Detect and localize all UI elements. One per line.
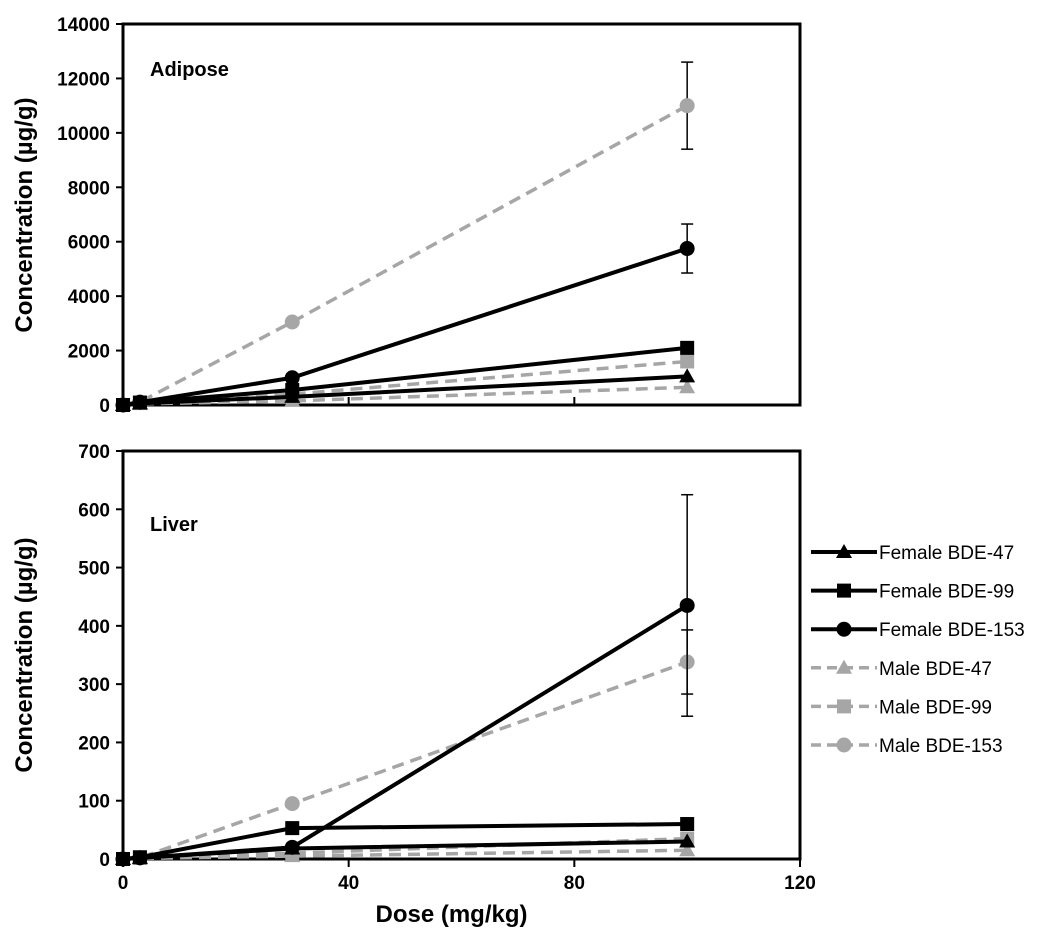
liver-panel: 0 100 200 300 400 500 600 700 0 40 80 120 Concentrat… bbox=[11, 442, 816, 928]
panel-label: Liver bbox=[150, 514, 198, 536]
legend-label: Female BDE-153 bbox=[879, 620, 1025, 641]
legend: Female BDE-47 Female BDE-99 Female BDE-153… bbox=[811, 543, 1025, 757]
legend-marker bbox=[836, 659, 852, 674]
data-point bbox=[284, 314, 300, 330]
panel-label: Adipose bbox=[150, 59, 229, 81]
data-point bbox=[284, 796, 300, 812]
y-tick-label: 300 bbox=[78, 675, 110, 696]
legend-marker bbox=[837, 699, 851, 714]
legend-marker bbox=[837, 583, 851, 598]
y-tick-label: 200 bbox=[78, 733, 110, 754]
data-point bbox=[132, 394, 148, 410]
y-tick-label: 600 bbox=[78, 500, 110, 521]
legend-entry-female-bde-47: Female BDE-47 bbox=[811, 543, 1014, 564]
data-point bbox=[680, 340, 695, 355]
data-point bbox=[115, 397, 131, 413]
y-tick-label: 100 bbox=[78, 792, 110, 813]
y-tick-label: 12000 bbox=[57, 69, 110, 90]
legend-label: Male BDE-47 bbox=[879, 659, 992, 680]
data-point bbox=[285, 383, 300, 398]
y-tick-label: 14000 bbox=[57, 15, 110, 36]
x-axis-title: Dose (mg/kg) bbox=[375, 901, 527, 928]
data-point bbox=[679, 842, 696, 857]
series-female-bde-153 bbox=[115, 493, 695, 867]
legend-marker bbox=[836, 544, 852, 558]
series-line bbox=[122, 104, 689, 407]
x-tick-label: 120 bbox=[784, 873, 816, 894]
x-tick-label: 80 bbox=[564, 873, 585, 894]
legend-label: Male BDE-153 bbox=[879, 736, 1003, 757]
y-tick-label: 10000 bbox=[57, 124, 110, 145]
data-point bbox=[115, 851, 131, 867]
series-line bbox=[122, 246, 688, 407]
legend-marker bbox=[836, 621, 852, 637]
y-tick-label: 6000 bbox=[68, 233, 110, 254]
plot-frame bbox=[121, 22, 802, 407]
legend-marker bbox=[836, 737, 852, 753]
legend-label: Female BDE-47 bbox=[879, 543, 1014, 564]
series-line bbox=[122, 660, 688, 861]
data-point bbox=[679, 833, 696, 848]
legend-entry-male-bde-99: Male BDE-99 bbox=[811, 697, 992, 718]
data-point bbox=[679, 241, 695, 257]
data-point bbox=[284, 370, 300, 386]
data-point bbox=[679, 98, 695, 114]
data-point bbox=[680, 354, 695, 369]
legend-label: Male BDE-99 bbox=[879, 697, 992, 718]
legend-entry-male-bde-153: Male BDE-153 bbox=[811, 736, 1003, 757]
y-tick-label: 2000 bbox=[68, 342, 110, 363]
series-male-bde-153 bbox=[115, 629, 695, 867]
series-line bbox=[122, 345, 688, 407]
x-tick-label: 0 bbox=[118, 873, 129, 894]
legend-entry-male-bde-47: Male BDE-47 bbox=[811, 659, 992, 680]
data-point bbox=[679, 597, 695, 613]
data-point bbox=[285, 821, 300, 836]
y-axis-title: Concentration (µg/g) bbox=[11, 537, 38, 772]
data-point bbox=[679, 368, 696, 383]
y-tick-label: 0 bbox=[99, 850, 110, 871]
y-tick-label: 700 bbox=[78, 442, 110, 463]
y-tick-label: 400 bbox=[78, 617, 110, 638]
y-tick-label: 500 bbox=[78, 559, 110, 580]
data-point bbox=[679, 379, 696, 394]
series-male-bde-153 bbox=[115, 61, 695, 413]
legend-label: Female BDE-99 bbox=[879, 582, 1014, 603]
data-point bbox=[680, 817, 695, 832]
y-tick-label: 4000 bbox=[68, 287, 110, 308]
adipose-panel: 0 2000 4000 6000 8000 10000 12000 14000 Concentr… bbox=[11, 15, 802, 417]
x-tick-label: 40 bbox=[338, 873, 359, 894]
series-female-bde-153 bbox=[115, 223, 695, 413]
data-point bbox=[284, 839, 300, 855]
y-axis-title: Concentration (µg/g) bbox=[11, 97, 38, 332]
y-tick-label: 8000 bbox=[68, 178, 110, 199]
series-line bbox=[122, 603, 689, 861]
y-tick-label: 0 bbox=[99, 396, 110, 417]
legend-entry-female-bde-99: Female BDE-99 bbox=[811, 582, 1014, 603]
legend-entry-female-bde-153: Female BDE-153 bbox=[811, 620, 1025, 641]
data-point bbox=[132, 850, 148, 866]
plot-frame bbox=[121, 449, 802, 861]
